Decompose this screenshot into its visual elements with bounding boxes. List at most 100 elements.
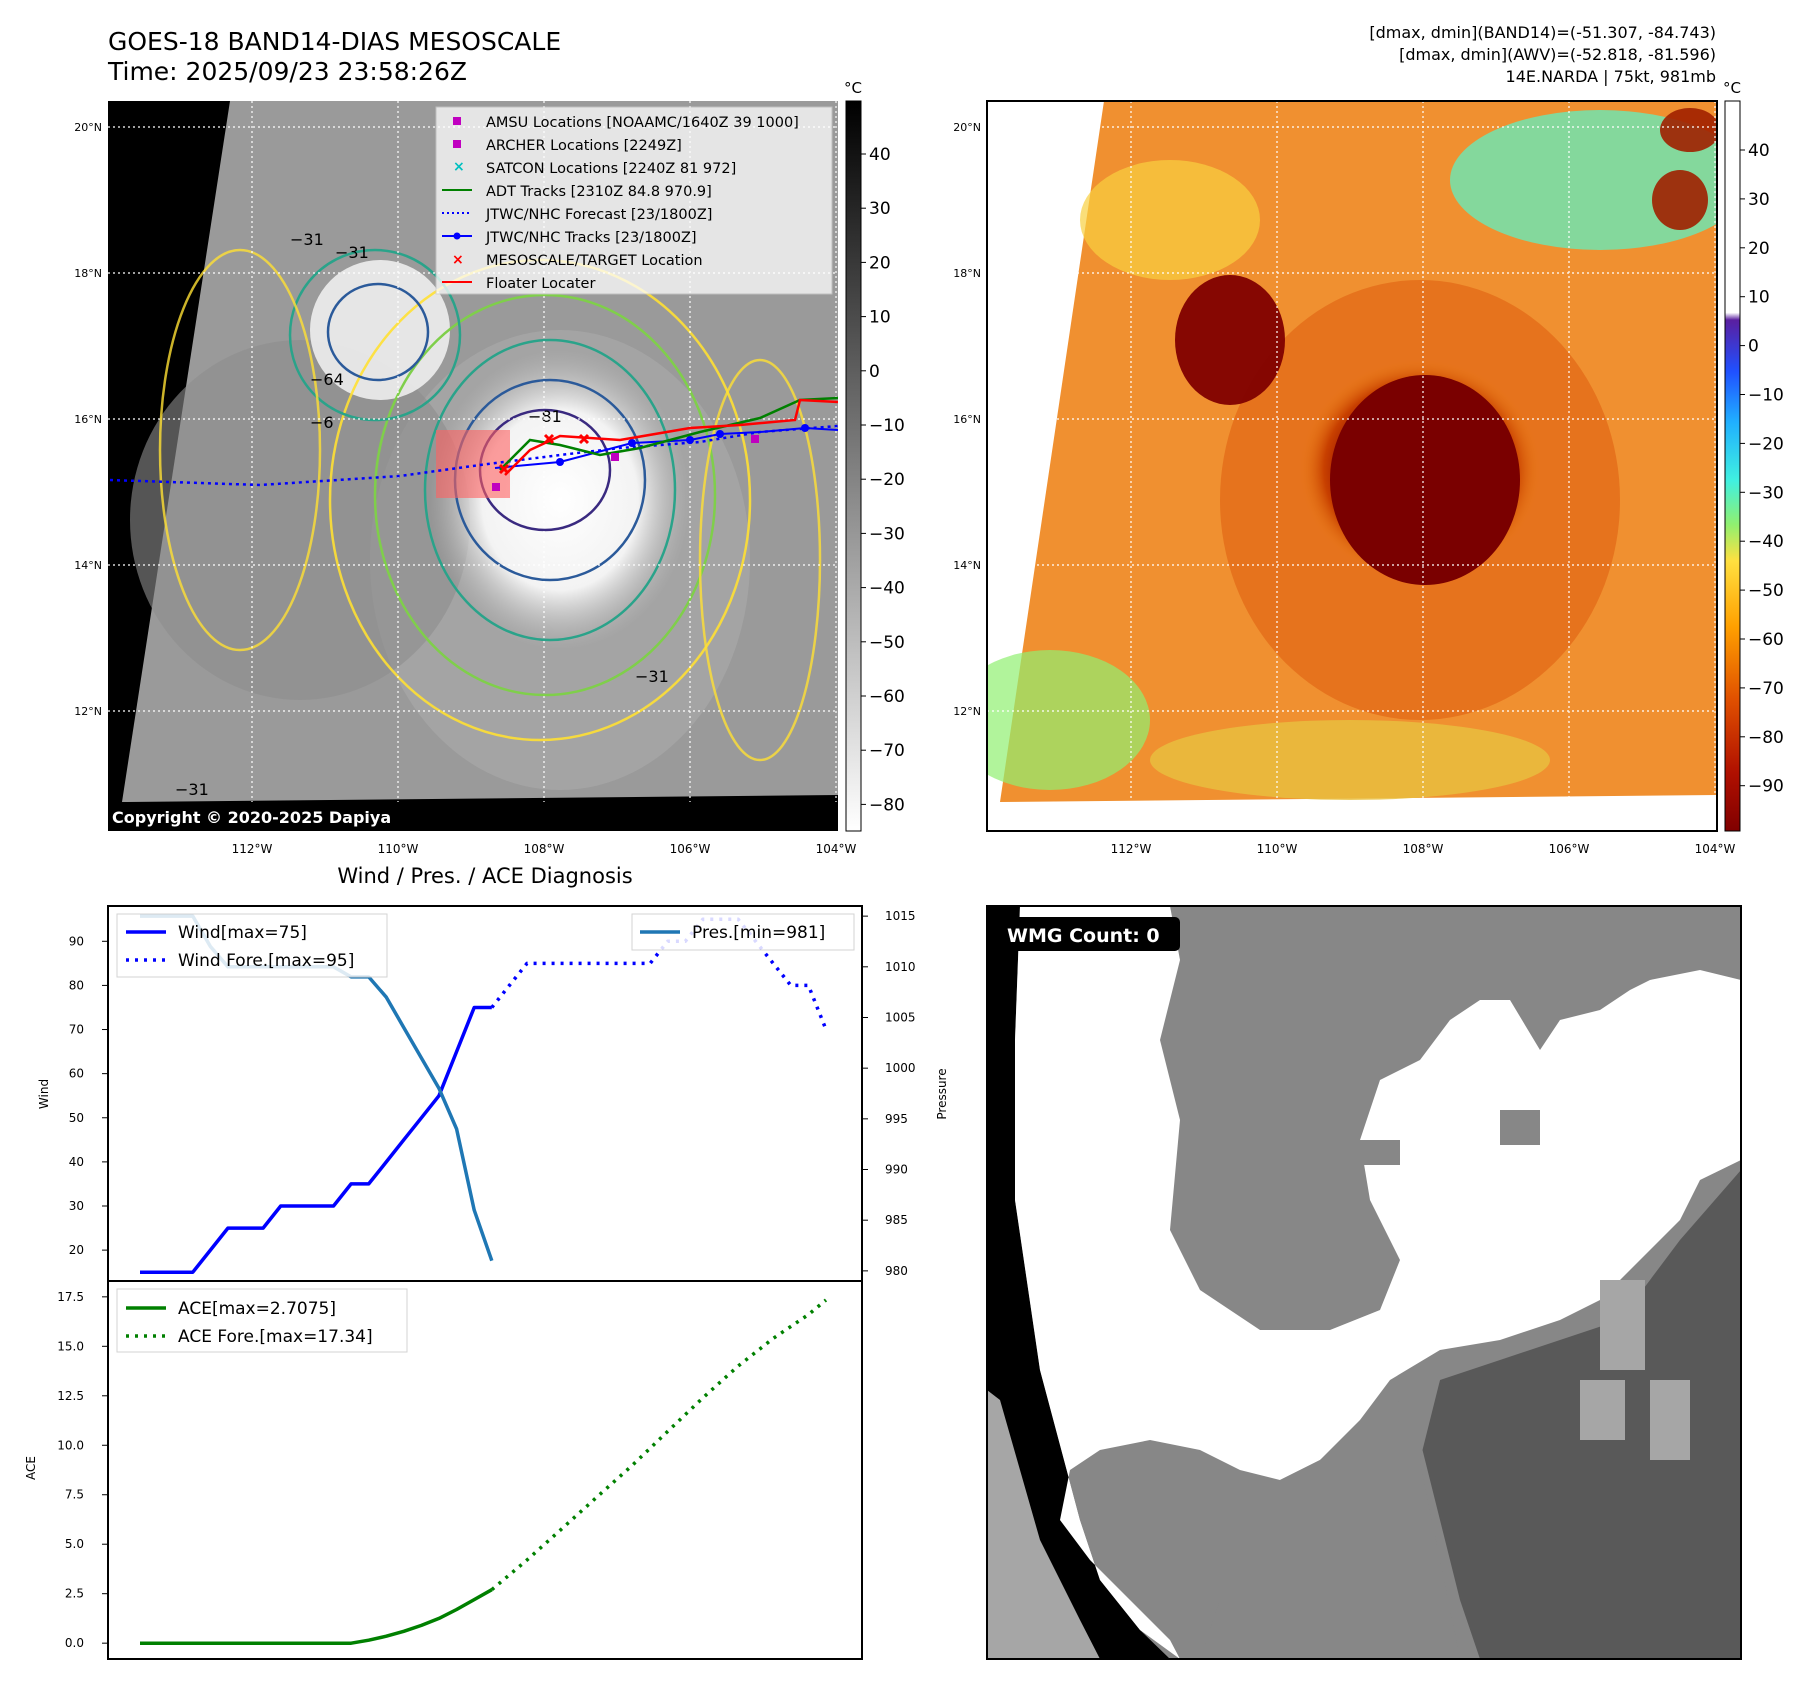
- wmg-count-label: WMG Count: 0: [1007, 925, 1160, 947]
- series-line: [140, 1588, 493, 1645]
- latitude-label: 18°N: [74, 267, 102, 280]
- y-right-tick-label: 1000: [885, 1061, 916, 1075]
- colorbar-tick-label: 20: [1748, 239, 1770, 259]
- band14-stats: [dmax, dmin](BAND14)=(-51.307, -84.743): [1369, 23, 1716, 42]
- legend-label: Pres.[min=981]: [692, 923, 825, 943]
- longitude-label: 106°W: [1549, 842, 1590, 856]
- colorbar-tick-label: −30: [869, 524, 905, 544]
- wind-legend: [116, 913, 388, 978]
- awv-panel: [987, 101, 1717, 831]
- ir-colorbar: [845, 100, 862, 832]
- y-tick-label: 80: [69, 978, 84, 992]
- awv-colorbar: [1724, 100, 1741, 832]
- ace-series: [140, 1298, 828, 1645]
- ace-axes: 17.5 15.0 12.5 10.0 7.5 5.0 2.5 0.0: [57, 1290, 108, 1650]
- y-right-tick-label: 995: [885, 1112, 908, 1126]
- awv-frame: [986, 100, 1718, 832]
- y-right-tick-label: 1010: [885, 960, 916, 974]
- y-tick-label: 20: [69, 1243, 84, 1257]
- adt-track: [499, 396, 838, 471]
- ir-panel: −81 −64 −6 −31 −31 −31 −31: [108, 101, 838, 831]
- ace-axis-label: ACE: [24, 1456, 38, 1480]
- legend-label: ADT Tracks [2310Z 84.8 970.9]: [486, 184, 712, 200]
- contour-label: −31: [290, 230, 324, 249]
- forecast-track: [109, 424, 838, 487]
- contour-label: −31: [635, 667, 669, 686]
- wind-pressure-axes: 90 80 70 60 50 40 30 20 1015 1010 1005 1000 995 990 98…: [69, 909, 916, 1278]
- colorbar-tick-label: −90: [1748, 777, 1784, 797]
- colorbar-tick-label: 10: [1748, 288, 1770, 308]
- y-tick-label: 10.0: [57, 1438, 84, 1452]
- colorbar-tick-label: −20: [1748, 434, 1784, 454]
- legend-label: JTWC/NHC Forecast [23/1800Z]: [485, 207, 712, 223]
- latitude-label: 12°N: [74, 705, 102, 718]
- y-right-tick-label: 985: [885, 1213, 908, 1227]
- y-right-tick-label: 990: [885, 1163, 908, 1177]
- longitude-label: 112°W: [1111, 842, 1152, 856]
- latitude-label: 12°N: [953, 705, 981, 718]
- diagnosis-title: Wind / Pres. / ACE Diagnosis: [337, 864, 632, 888]
- figure-title: GOES-18 BAND14-DIAS MESOSCALE: [108, 27, 561, 56]
- copyright-label: Copyright © 2020-2025 Dapiya: [112, 808, 391, 827]
- floater-track: [504, 398, 838, 476]
- legend-label: AMSU Locations [NOAAMC/1640Z 39 1000]: [486, 115, 799, 131]
- storm-cloud-shield: [430, 350, 690, 650]
- map-coordinate-labels: 20°N 18°N 16°N 14°N 12°N 112°W 110°W 108°W 106°W…: [74, 121, 1735, 856]
- awv-colorbar-unit: °C: [1723, 79, 1741, 97]
- y-tick-label: 40: [69, 1155, 84, 1169]
- legend-label: ACE[max=2.7075]: [178, 1299, 336, 1319]
- longitude-label: 108°W: [524, 842, 565, 856]
- latitude-label: 20°N: [74, 121, 102, 134]
- y-tick-label: 50: [69, 1111, 84, 1125]
- y-tick-label: 30: [69, 1199, 84, 1213]
- legend-label: SATCON Locations [2240Z 81 972]: [486, 161, 736, 177]
- y-tick-label: 15.0: [57, 1339, 84, 1353]
- wmg-panel: [987, 906, 1741, 1659]
- latitude-label: 20°N: [953, 121, 981, 134]
- longitude-label: 106°W: [670, 842, 711, 856]
- latitude-label: 14°N: [953, 559, 981, 572]
- awv-stats: [dmax, dmin](AWV)=(-52.818, -81.596): [1399, 45, 1716, 64]
- colorbar-tick-label: 30: [1748, 190, 1770, 210]
- ir-colorbar-unit: °C: [844, 79, 862, 97]
- latitude-label: 18°N: [953, 267, 981, 280]
- colorbar-tick-label: −30: [1748, 483, 1784, 503]
- y-tick-label: 2.5: [65, 1587, 84, 1601]
- y-tick-label: 0.0: [65, 1636, 84, 1650]
- longitude-label: 104°W: [816, 842, 857, 856]
- colorbar-tick-label: −70: [869, 741, 905, 761]
- legend-label: Floater Locater: [486, 276, 595, 292]
- colorbar-tick-label: 40: [869, 145, 891, 165]
- legend-label: Wind Fore.[max=95]: [178, 951, 354, 971]
- legend-label: ACE Fore.[max=17.34]: [178, 1327, 373, 1347]
- legend-label: ARCHER Locations [2249Z]: [486, 138, 682, 154]
- contour-label: −64: [310, 370, 344, 389]
- y-tick-label: 12.5: [57, 1389, 84, 1403]
- storm-cdo: [1330, 375, 1520, 585]
- colorbar-tick-label: 10: [869, 308, 891, 328]
- colorbar-tick-label: −80: [869, 795, 905, 815]
- legend-marker: ×: [452, 252, 464, 268]
- contour-label: −31: [175, 780, 209, 799]
- legend-label: MESOSCALE/TARGET Location: [486, 253, 703, 269]
- storm-info: 14E.NARDA | 75kt, 981mb: [1506, 67, 1716, 86]
- legend-label: Wind[max=75]: [178, 923, 307, 943]
- longitude-label: 110°W: [1257, 842, 1298, 856]
- observed-track: [494, 426, 838, 469]
- contour-label: −31: [335, 243, 369, 262]
- colorbar-tick-label: 40: [1748, 141, 1770, 161]
- ir-legend: [435, 106, 833, 295]
- colorbar-tick-label: −10: [1748, 386, 1784, 406]
- colorbar-tick-label: −10: [869, 416, 905, 436]
- colorbar-tick-label: 0: [1748, 337, 1759, 357]
- y-tick-label: 7.5: [65, 1488, 84, 1502]
- colorbar-tick-label: −60: [1748, 630, 1784, 650]
- series-line: [140, 1005, 492, 1274]
- colorbar-tick-label: 30: [869, 199, 891, 219]
- y-right-tick-label: 1005: [885, 1010, 916, 1024]
- figure-time: Time: 2025/09/23 23:58:26Z: [107, 57, 467, 86]
- wind-axis-label: Wind: [37, 1079, 51, 1109]
- colorbar-tick-label: −80: [1748, 728, 1784, 748]
- pressure-axis-label: Pressure: [935, 1068, 949, 1119]
